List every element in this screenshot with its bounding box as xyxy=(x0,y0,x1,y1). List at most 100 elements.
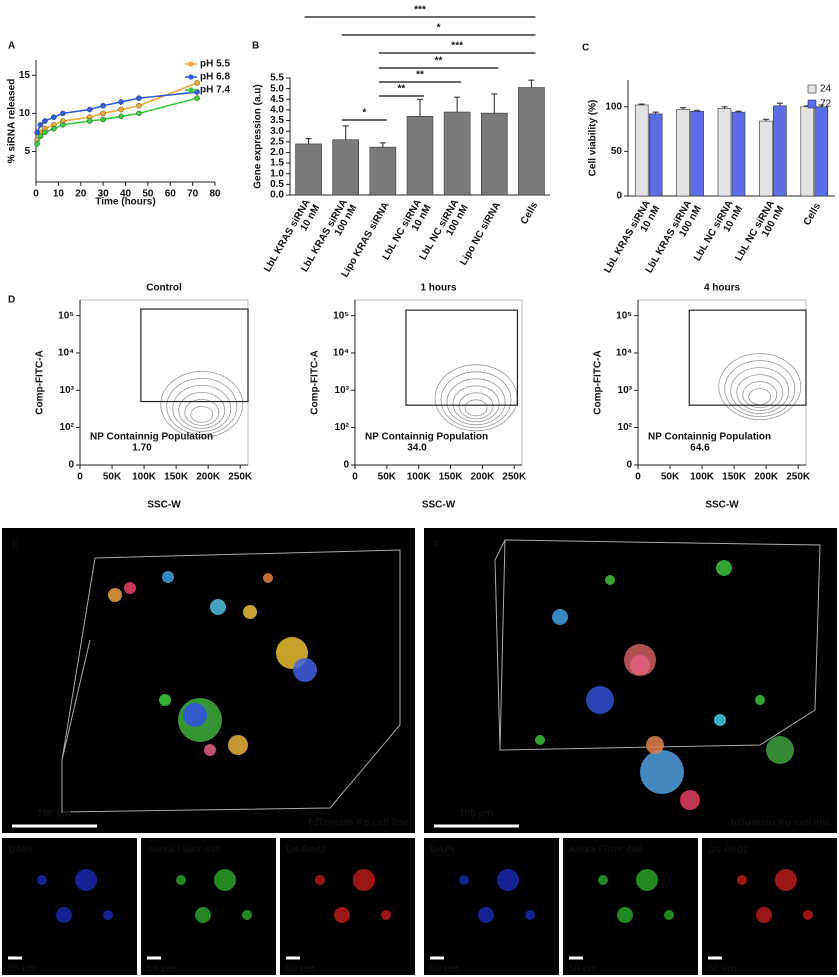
bar xyxy=(773,105,787,197)
x-tick-label: 150K xyxy=(722,472,747,483)
cell xyxy=(617,907,633,923)
scale-bar-label: 50 µm xyxy=(708,964,737,975)
point xyxy=(34,141,40,147)
gate-label: NP Containnig Population xyxy=(90,432,213,443)
x-tick-label: 50 xyxy=(142,189,154,200)
channel-label: DAPI xyxy=(430,845,454,856)
y-tick-label: 2.5 xyxy=(270,136,284,147)
y-tick-label: 10⁴ xyxy=(333,348,349,359)
x-tick-label: 10 xyxy=(53,189,65,200)
y-tick-label: 2.0 xyxy=(270,147,284,158)
y-tick-label: 10⁵ xyxy=(58,310,74,321)
cell xyxy=(183,703,207,727)
y-tick-label: 3.5 xyxy=(270,115,284,126)
bar xyxy=(406,115,434,196)
bar xyxy=(648,113,663,197)
y-tick-label: 10² xyxy=(618,422,633,433)
y-tick-label: 4.0 xyxy=(270,105,284,116)
cell xyxy=(204,744,216,756)
micrograph xyxy=(424,528,837,833)
y-tick-label: 10³ xyxy=(618,385,633,396)
bar xyxy=(800,106,815,197)
cell xyxy=(56,907,72,923)
significance-label: * xyxy=(362,108,366,119)
x-tick-label: 0 xyxy=(33,189,39,200)
scale-bar-label: 50 µm xyxy=(8,964,37,975)
x-tick-label: 20 xyxy=(75,189,87,200)
point xyxy=(118,106,124,113)
density-contour xyxy=(440,371,512,429)
gate-value: 64.6 xyxy=(690,443,710,454)
density-contour xyxy=(464,399,488,417)
wireframe xyxy=(61,549,401,813)
density-contour xyxy=(166,377,238,435)
y-tick-label: 10² xyxy=(60,422,75,433)
cell xyxy=(552,609,568,625)
cell xyxy=(716,560,732,576)
channel-tile xyxy=(424,838,559,975)
legend-marker xyxy=(188,87,194,93)
y-tick-label: 10² xyxy=(335,422,350,433)
category-label: Cells xyxy=(519,200,541,227)
cell xyxy=(176,875,186,885)
legend-label: 72 xyxy=(820,99,832,110)
cell xyxy=(630,655,650,675)
caption: tdTomato Kp cell line xyxy=(731,818,832,829)
legend-marker xyxy=(188,74,194,80)
panel-label: B xyxy=(252,41,259,52)
cell xyxy=(214,869,236,891)
x-tick-label: 70 xyxy=(187,189,199,200)
legend-marker xyxy=(188,61,194,67)
gate-value: 1.70 xyxy=(132,443,152,454)
y-tick-label: 15 xyxy=(19,70,31,81)
cell xyxy=(381,910,391,920)
x-tick-label: 100K xyxy=(132,472,157,483)
cell xyxy=(162,571,174,583)
density-contour xyxy=(190,405,214,423)
cell xyxy=(640,750,684,794)
channel-label: Alexa Fluor 488 xyxy=(569,845,643,856)
scale-bar-label: 50 µm xyxy=(430,964,459,975)
cell xyxy=(756,907,772,923)
x-tick-label: 0 xyxy=(77,472,83,483)
x-tick-label: 150K xyxy=(439,472,464,483)
significance-label: *** xyxy=(451,41,463,52)
significance-label: ** xyxy=(398,84,406,95)
density-contour xyxy=(178,391,226,429)
point xyxy=(194,80,200,86)
plot-title: 4 hours xyxy=(704,283,741,294)
cell xyxy=(598,875,608,885)
legend-swatch xyxy=(807,99,817,109)
significance-label: * xyxy=(437,23,441,34)
density-contour xyxy=(724,360,796,417)
bar xyxy=(295,143,322,196)
point xyxy=(136,95,142,101)
x-tick-label: 250K xyxy=(502,472,527,483)
cell xyxy=(766,736,794,764)
y-axis-label: Gene expression (a.u) xyxy=(253,84,264,188)
series-line xyxy=(36,82,198,141)
scale-bar-label: 100 µm xyxy=(37,809,71,820)
point xyxy=(100,102,106,109)
y-tick-label: 5 xyxy=(24,146,30,157)
significance-label: *** xyxy=(414,5,426,16)
density-contour xyxy=(160,370,244,438)
cell xyxy=(664,910,674,920)
scale-bar-label: 50 µm xyxy=(569,964,598,975)
cell xyxy=(497,869,519,891)
panel-label: C xyxy=(582,43,589,54)
y-tick-label: 5.5 xyxy=(270,73,284,84)
gate-value: 34.0 xyxy=(407,443,427,454)
channel-label: DAPI xyxy=(8,845,32,856)
point xyxy=(136,102,142,109)
panel-label: A xyxy=(8,41,15,52)
point xyxy=(37,122,44,128)
panel-label: E xyxy=(12,540,19,551)
cell xyxy=(586,686,614,714)
bar xyxy=(480,112,508,196)
series-line xyxy=(36,91,198,133)
point xyxy=(118,113,124,120)
cell xyxy=(293,658,317,682)
cell xyxy=(605,575,615,585)
